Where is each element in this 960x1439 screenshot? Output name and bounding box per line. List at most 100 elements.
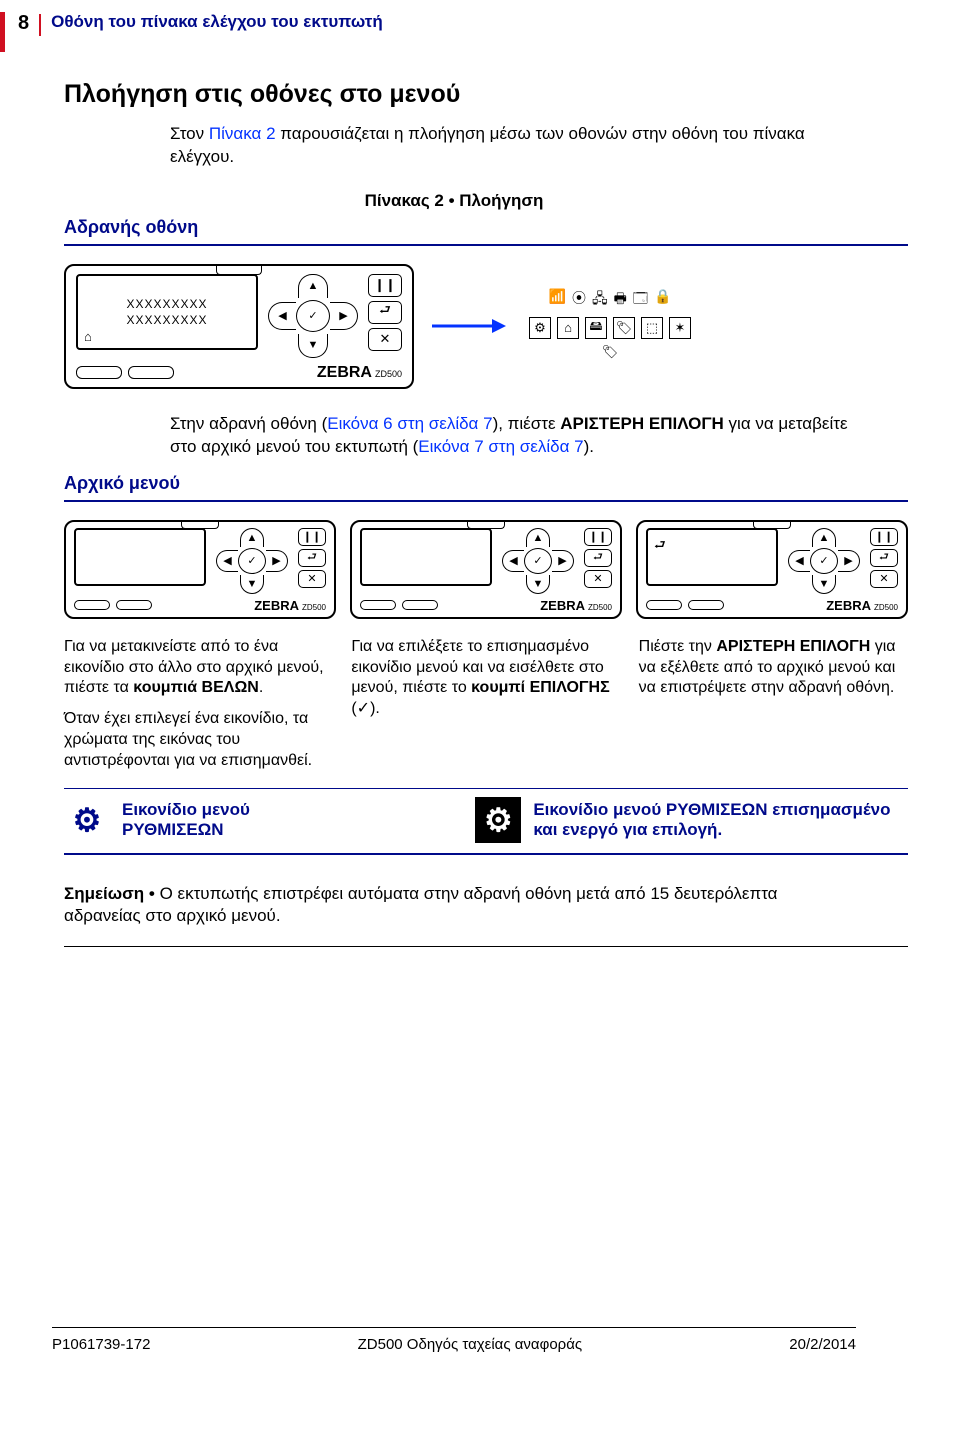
soft-button-left[interactable] — [646, 600, 682, 610]
dpad-down[interactable]: ▼ — [526, 575, 550, 594]
label-icon: 🏷 — [613, 317, 635, 339]
icon-label-right: ⚙ Εικονίδιο μενού ΡΥΘΜΙΣΕΩΝ επισημασμένο… — [475, 797, 908, 843]
left-red-bar — [0, 12, 5, 52]
header-divider — [39, 14, 41, 36]
soft-button-left[interactable] — [74, 600, 110, 610]
dpad-right[interactable]: ▶ — [838, 550, 860, 572]
c2c: (✓). — [351, 700, 380, 717]
bluetooth-icon: ✶ — [669, 317, 691, 339]
column-1: Για να μετακινείστε από το ένα εικονίδιο… — [64, 637, 333, 782]
dpad-left[interactable]: ◀ — [268, 302, 296, 330]
dpad-down[interactable]: ▼ — [240, 575, 264, 594]
brand-label: ZEBRA ZD500 — [317, 364, 402, 382]
dpad-left[interactable]: ◀ — [216, 550, 238, 572]
tag-icon: 🏷 — [602, 344, 619, 360]
c3a: Πιέστε την — [639, 638, 717, 655]
pause-button[interactable]: ❙❙ — [870, 528, 898, 546]
feed-icon: ⮐ — [879, 548, 889, 567]
intro-link: Πίνακα 2 — [209, 124, 276, 143]
model-text: ZD500 — [588, 603, 612, 612]
dpad-select[interactable]: ✓ — [810, 548, 838, 574]
icon-label-row: ⚙ Εικονίδιο μενού ΡΥΘΜΙΣΕΩΝ ⚙ Εικονίδιο … — [64, 797, 908, 843]
dpad-left[interactable]: ◀ — [502, 550, 524, 572]
dpad-select[interactable]: ✓ — [524, 548, 552, 574]
dpad-select[interactable]: ✓ — [238, 548, 266, 574]
model-text: ZD500 — [375, 369, 402, 379]
bi-c: ), πιέστε — [493, 414, 561, 433]
column-3: Πιέστε την ΑΡΙΣΤΕΡΗ ΕΠΙΛΟΓΗ για να εξέλθ… — [639, 637, 908, 782]
footer-left: P1061739-172 — [52, 1336, 150, 1353]
status-icon-grid: 📶 ⦿ 🖧 🖶 🗔 🔒 ⚙ ⌂ 🖴 🏷 ⬚ ✶ 🏷 — [524, 278, 696, 375]
soft-button-left[interactable] — [360, 600, 396, 610]
feed-icon: ⮐ — [593, 548, 603, 567]
lcd-line-2: XXXXXXXXX — [126, 313, 207, 327]
dpad-right[interactable]: ▶ — [330, 302, 358, 330]
dpad-down[interactable]: ▼ — [298, 334, 328, 358]
printer-icon: 🖶 — [614, 288, 627, 312]
header-title: Οθόνη του πίνακα ελέγχου του εκτυπωτή — [51, 12, 383, 32]
feed-icon: ⮐ — [379, 301, 391, 323]
lcd-screen: XXXXXXXXX XXXXXXXXX ⌂ — [76, 274, 258, 350]
section-title: Πλοήγηση στις οθόνες στο μενού — [64, 80, 908, 109]
pause-button[interactable]: ❙❙ — [584, 528, 612, 546]
dpad-right[interactable]: ▶ — [266, 550, 288, 572]
pause-icon: ❙❙ — [303, 530, 321, 543]
lcd-screen — [360, 528, 492, 586]
feed-button[interactable]: ⮐ — [368, 301, 402, 324]
cancel-button[interactable]: ✕ — [298, 570, 326, 588]
home-icon: ⌂ — [84, 329, 93, 344]
network-icon: 🖧 — [592, 288, 608, 312]
dpad-up[interactable]: ▲ — [298, 274, 328, 298]
feed-button[interactable]: ⮐ — [870, 549, 898, 567]
dpad-up[interactable]: ▲ — [812, 528, 836, 547]
arrow-up-icon: ▲ — [819, 532, 830, 544]
gear-icon-normal: ⚙ — [64, 797, 110, 843]
dpad-down[interactable]: ▼ — [812, 575, 836, 594]
check-icon: ✓ — [819, 554, 828, 567]
feed-button[interactable]: ⮐ — [584, 549, 612, 567]
pause-button[interactable]: ❙❙ — [298, 528, 326, 546]
right-button-column: ❙❙ ⮐ ✕ — [584, 528, 612, 588]
menu-home-icon: ⌂ — [557, 317, 579, 339]
lcd-line-1: XXXXXXXXX — [126, 297, 207, 311]
dpad-left[interactable]: ◀ — [788, 550, 810, 572]
cancel-icon: ✕ — [593, 572, 602, 585]
cancel-button[interactable]: ✕ — [584, 570, 612, 588]
pause-icon: ❙❙ — [589, 530, 607, 543]
thin-divider — [64, 788, 908, 789]
soft-button-right[interactable] — [688, 600, 724, 610]
panel-footer: ZEBRA ZD500 — [646, 598, 898, 613]
soft-button-right[interactable] — [402, 600, 438, 610]
bi-link1: Εικόνα 6 στη σελίδα 7 — [327, 414, 492, 433]
arrow-right-icon: ▶ — [339, 309, 347, 322]
gear-icon: ⚙ — [529, 317, 551, 339]
brand-text: ZEBRA — [540, 598, 585, 613]
dpad-right[interactable]: ▶ — [552, 550, 574, 572]
pause-icon: ❙❙ — [374, 277, 396, 293]
soft-button-right[interactable] — [128, 366, 174, 379]
pause-button[interactable]: ❙❙ — [368, 274, 402, 297]
lock-icon: 🔒 — [654, 288, 671, 312]
arrow-down-icon: ▼ — [247, 578, 258, 590]
divider-line-3 — [64, 853, 908, 855]
feed-button[interactable]: ⮐ — [298, 549, 326, 567]
dpad-up[interactable]: ▲ — [240, 528, 264, 547]
dpad-up[interactable]: ▲ — [526, 528, 550, 547]
soft-button-right[interactable] — [116, 600, 152, 610]
model-text: ZD500 — [302, 603, 326, 612]
cancel-button[interactable]: ✕ — [368, 328, 402, 351]
brand-text: ZEBRA — [254, 598, 299, 613]
dpad-select[interactable]: ✓ — [296, 300, 330, 332]
soft-button-left[interactable] — [76, 366, 122, 379]
cancel-button[interactable]: ✕ — [870, 570, 898, 588]
brand-text: ZEBRA — [826, 598, 871, 613]
lcd-screen: ⮐ — [646, 528, 778, 586]
brand-label: ZEBRA ZD500 — [540, 598, 612, 613]
dpad: ▲ ▼ ◀ ▶ ✓ — [502, 528, 574, 594]
icon-label-left: ⚙ Εικονίδιο μενού ΡΥΘΜΙΣΕΩΝ — [64, 797, 457, 843]
c2b: κουμπί ΕΠΙΛΟΓΗΣ — [471, 679, 610, 696]
data-icon: ⦿ — [572, 288, 586, 312]
page-header: 8 Οθόνη του πίνακα ελέγχου του εκτυπωτή — [0, 12, 908, 36]
divider-line — [64, 244, 908, 246]
pause-icon: ❙❙ — [875, 530, 893, 543]
